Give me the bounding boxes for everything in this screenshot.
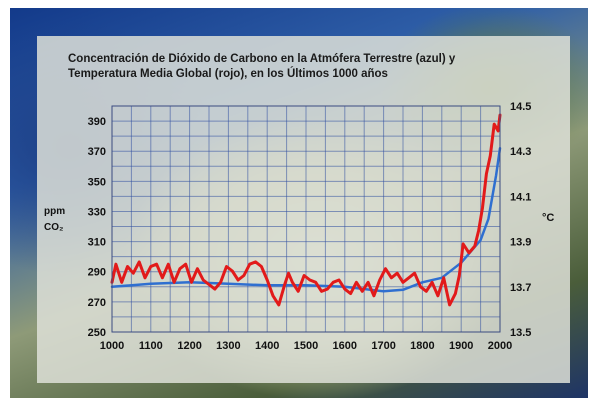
x-tick-label: 1900 bbox=[449, 340, 473, 352]
y-left-tick-label: 290 bbox=[88, 267, 106, 279]
x-tick-label: 1200 bbox=[177, 340, 201, 352]
temperature-series-line bbox=[110, 113, 502, 307]
x-tick-label: 1400 bbox=[255, 340, 279, 352]
y-left-tick-label: 330 bbox=[88, 206, 106, 218]
y-right-tick-label: 13.7 bbox=[510, 282, 531, 294]
y-left-tick-label: 370 bbox=[88, 146, 106, 158]
y-right-tick-label: 13.9 bbox=[510, 237, 531, 249]
y-left-tick-label: 270 bbox=[88, 297, 106, 309]
x-tick-label: 1000 bbox=[100, 340, 124, 352]
x-tick-label: 1300 bbox=[216, 340, 240, 352]
y-left-tick-label: 250 bbox=[88, 327, 106, 339]
x-tick-label: 1800 bbox=[410, 340, 434, 352]
y-right-tick-label: 14.1 bbox=[510, 191, 531, 203]
y-left-tick-label: 350 bbox=[88, 176, 106, 188]
y-right-tick-label: 14.3 bbox=[510, 146, 531, 158]
chart-title-line-2: Temperatura Media Global (rojo), en los … bbox=[68, 68, 388, 80]
x-tick-label: 1600 bbox=[333, 340, 357, 352]
plot-frame bbox=[111, 105, 501, 333]
y-left-unit-ppm: ppm bbox=[44, 206, 66, 217]
y-right-unit-celsius: °C bbox=[542, 212, 555, 224]
x-tick-label: 1700 bbox=[371, 340, 395, 352]
x-tick-label: 1500 bbox=[294, 340, 318, 352]
y-right-tick-label: 14.5 bbox=[510, 101, 531, 113]
x-tick-label: 1100 bbox=[139, 340, 163, 352]
chart-title-line-1: Concentración de Dióxido de Carbono en l… bbox=[68, 53, 456, 65]
x-tick-label: 2000 bbox=[488, 340, 512, 352]
y-left-unit-co2: CO₂ bbox=[44, 222, 64, 233]
y-left-tick-label: 310 bbox=[88, 237, 106, 249]
y-left-tick-label: 390 bbox=[88, 116, 106, 128]
y-right-tick-label: 13.5 bbox=[510, 327, 531, 339]
